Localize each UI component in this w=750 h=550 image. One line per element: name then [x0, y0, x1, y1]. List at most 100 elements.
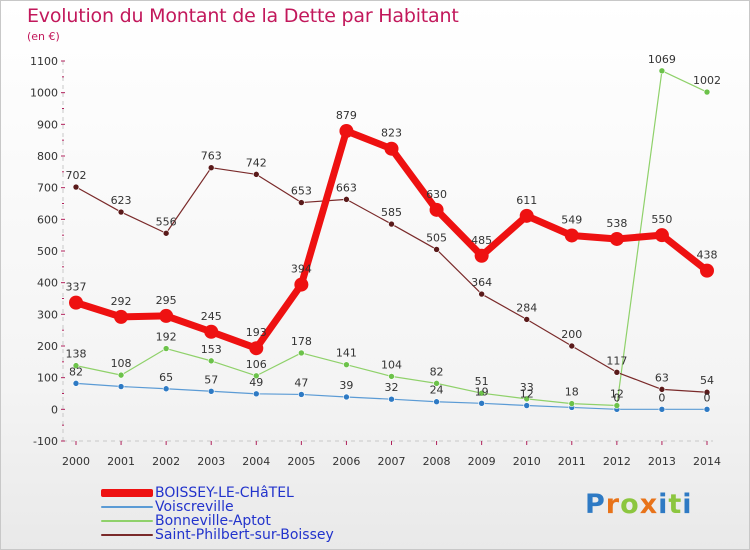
x-tick-label: 2003	[197, 455, 225, 468]
data-point	[207, 164, 215, 172]
data-label: 505	[426, 231, 447, 244]
data-point	[69, 295, 83, 310]
data-label: 663	[336, 181, 357, 194]
data-point	[207, 357, 215, 365]
y-tick-label: 300	[37, 308, 58, 321]
legend-label: Voiscreville	[155, 499, 234, 515]
data-point	[343, 196, 350, 203]
data-label: 623	[111, 194, 132, 207]
data-label: 284	[516, 301, 537, 314]
data-label: 12	[610, 388, 624, 401]
data-label: 82	[69, 365, 83, 378]
data-point	[343, 361, 350, 368]
x-tick-label: 2001	[107, 455, 135, 468]
data-point	[433, 246, 440, 253]
data-label: 702	[66, 169, 87, 182]
y-tick-label: 100	[37, 372, 58, 385]
data-label: 0	[613, 391, 620, 404]
data-label: 292	[111, 295, 132, 308]
legend-item: BOISSEY-LE-CHâTEL	[101, 486, 334, 500]
data-label: 138	[66, 348, 87, 361]
data-point	[703, 406, 711, 413]
data-label: 117	[606, 354, 627, 367]
legend-item: Voiscreville	[101, 500, 334, 514]
data-label: 32	[385, 381, 399, 394]
x-tick-label: 2005	[287, 455, 315, 468]
data-point	[388, 373, 395, 380]
data-label: 295	[156, 294, 177, 307]
data-label: 549	[561, 213, 582, 226]
data-label: 51	[475, 375, 489, 388]
data-label: 153	[201, 343, 222, 356]
x-tick-label: 2004	[242, 455, 270, 468]
data-label: 141	[336, 347, 357, 360]
legend-label: BOISSEY-LE-CHâTEL	[155, 485, 294, 501]
data-point	[478, 400, 485, 407]
y-tick-label: 800	[37, 150, 58, 163]
data-point	[388, 395, 395, 403]
data-label: 200	[561, 328, 582, 341]
data-label: 54	[700, 374, 714, 387]
data-point	[613, 402, 621, 409]
data-label: 538	[606, 217, 627, 230]
data-point	[433, 398, 440, 406]
data-label: 178	[291, 335, 312, 348]
data-label: 763	[201, 150, 222, 163]
x-tick-label: 2008	[423, 455, 451, 468]
x-tick-label: 2010	[513, 455, 541, 468]
y-tick-label: 1100	[30, 55, 58, 68]
data-point	[204, 324, 219, 339]
data-label: 63	[655, 371, 669, 384]
legend-item: Saint-Philbert-sur-Boissey	[101, 528, 334, 542]
data-point	[429, 202, 444, 217]
data-point	[478, 389, 485, 397]
x-tick-label: 2002	[152, 455, 180, 468]
y-tick-label: 500	[37, 245, 58, 258]
logo-letter: i	[658, 489, 669, 520]
data-label: 18	[565, 386, 579, 399]
data-label: 0	[658, 391, 665, 404]
data-point	[117, 208, 125, 216]
data-label: 193	[246, 326, 267, 339]
data-point	[162, 385, 170, 393]
legend-swatch	[101, 534, 153, 536]
legend-label: Bonneville-Aptot	[155, 513, 271, 529]
data-label: 245	[201, 310, 222, 323]
data-point	[117, 371, 125, 379]
series-layer	[69, 67, 714, 413]
data-point	[568, 400, 576, 407]
data-point	[159, 308, 174, 323]
data-point	[658, 67, 666, 75]
y-tick-label: 600	[37, 213, 58, 226]
data-label: 337	[66, 281, 87, 294]
data-point	[249, 341, 264, 356]
legend-swatch	[101, 520, 153, 522]
data-point	[613, 368, 621, 376]
data-label: 108	[111, 357, 132, 370]
data-point	[252, 171, 260, 178]
data-label: 879	[336, 109, 357, 122]
data-label: 742	[246, 156, 267, 169]
data-point	[339, 123, 354, 138]
data-label: 192	[156, 331, 177, 344]
data-point	[162, 229, 170, 237]
legend-label: Saint-Philbert-sur-Boissey	[155, 527, 334, 543]
data-point	[294, 277, 309, 292]
x-tick-label: 2006	[332, 455, 360, 468]
data-point	[72, 362, 80, 369]
data-point	[478, 290, 485, 298]
data-label: 585	[381, 206, 402, 219]
unit-label: (en €)	[27, 30, 60, 43]
data-point	[609, 231, 624, 246]
proxiti-logo: Proxiti	[585, 489, 693, 520]
data-point	[474, 248, 489, 263]
data-point	[703, 388, 711, 396]
data-point	[117, 383, 125, 390]
data-point	[388, 220, 395, 228]
logo-letter: r	[605, 489, 621, 520]
x-tick-label: 2012	[603, 455, 631, 468]
data-point	[207, 387, 215, 395]
logo-letter: t	[668, 489, 683, 520]
logo-letter: P	[585, 489, 606, 520]
